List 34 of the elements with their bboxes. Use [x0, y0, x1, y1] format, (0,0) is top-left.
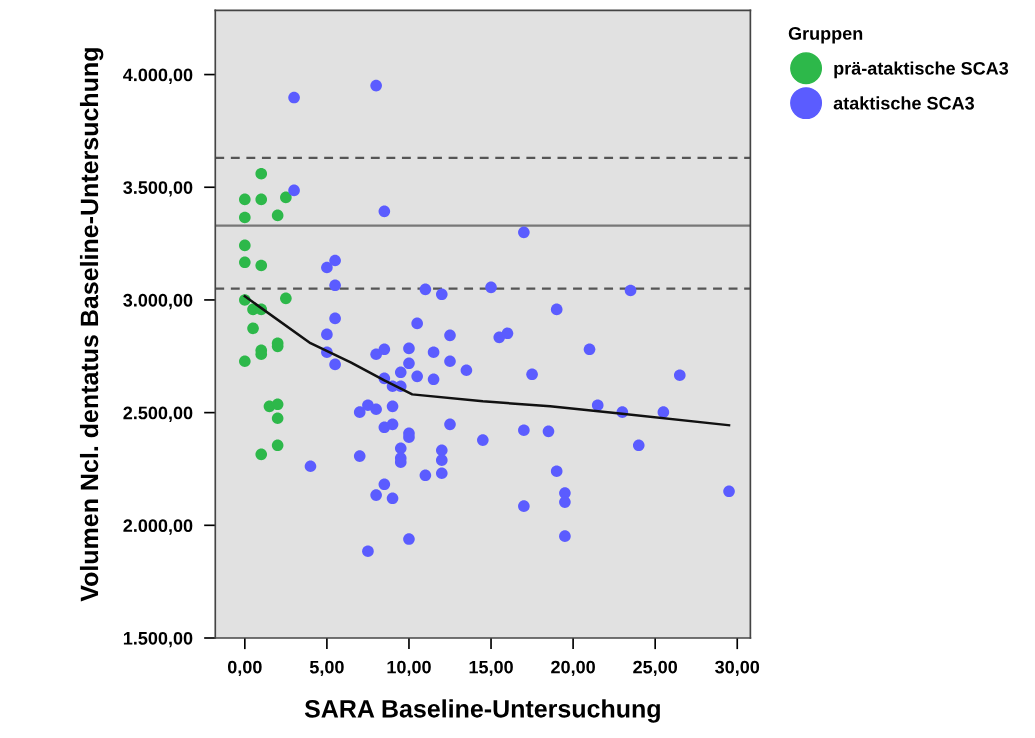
point — [239, 239, 251, 252]
legend-label: prä-ataktische SCA3 — [834, 61, 1009, 79]
point — [271, 398, 284, 411]
y-tick-label: 3.500,00 — [123, 181, 193, 197]
x-tick-label: 0,00 — [227, 660, 262, 677]
y-axis-title: Volumen Ncl. dentatus Baseline-Untersuchung — [79, 48, 104, 602]
y-tick-label: 2.000,00 — [123, 519, 193, 535]
point — [280, 191, 292, 204]
y-tick-label: 3.000,00 — [123, 293, 193, 310]
x-tick-label: 25,00 — [633, 660, 678, 677]
x-tick-label: 30,00 — [715, 660, 760, 677]
x-tick-label: 10,00 — [387, 660, 431, 677]
x-tick-label: 5,00 — [309, 660, 344, 677]
point — [255, 193, 268, 206]
point — [239, 193, 251, 206]
point — [239, 211, 251, 224]
point — [247, 322, 259, 335]
y-tick-label: 1.500,00 — [123, 631, 193, 648]
y-tick-label: 2.500,00 — [123, 406, 193, 422]
x-tick-label: 20,00 — [551, 660, 595, 677]
point — [271, 439, 284, 452]
point — [280, 292, 292, 305]
legend-title: Gruppen — [788, 27, 863, 44]
point — [239, 256, 251, 269]
point — [239, 355, 251, 368]
point — [271, 412, 284, 425]
legend-label: ataktische SCA3 — [833, 96, 975, 110]
point — [271, 209, 284, 222]
y-tick-label: 4.000,00 — [123, 68, 193, 84]
point — [255, 448, 268, 461]
point — [255, 167, 268, 180]
x-tick-label: 15,00 — [469, 660, 513, 677]
x-axis-title: SARA Baseline-Untersuchung — [304, 699, 660, 723]
point — [255, 259, 268, 272]
